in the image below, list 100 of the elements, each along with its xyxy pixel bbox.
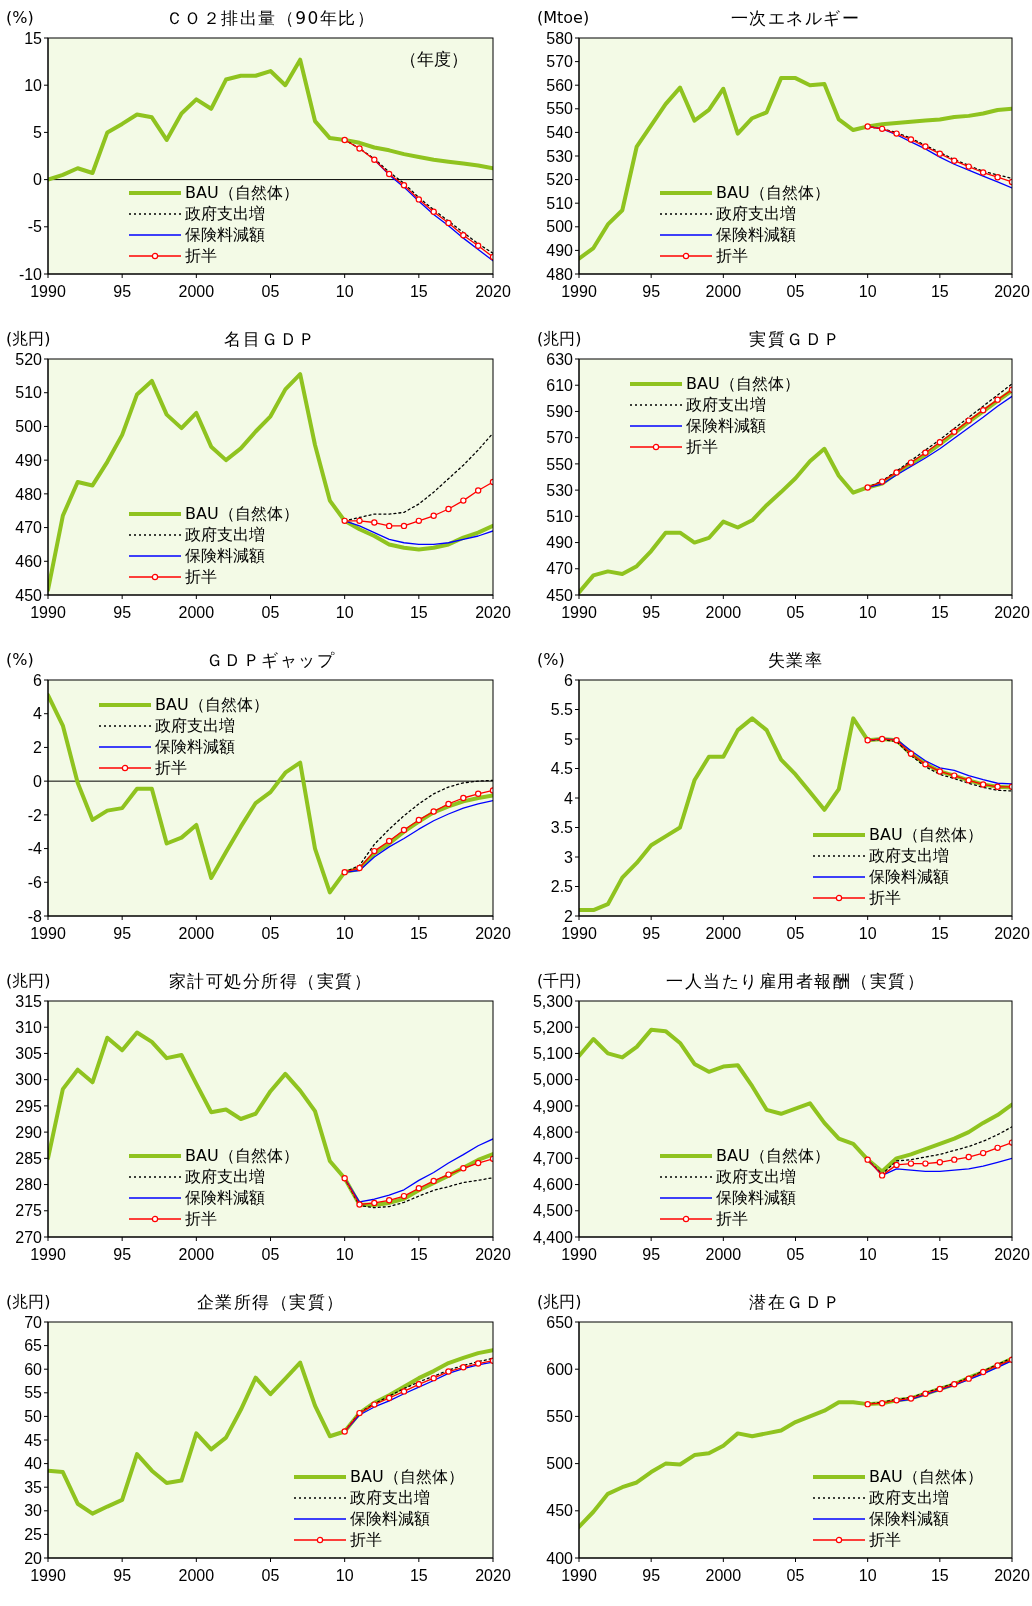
y-tick-label: 5.5 bbox=[550, 701, 574, 719]
y-tick-label: 20 bbox=[24, 1549, 43, 1567]
y-tick-label: 610 bbox=[546, 376, 574, 394]
x-tick-label: 1990 bbox=[30, 1567, 66, 1585]
x-tick-label: 2000 bbox=[178, 925, 215, 943]
legend-label: BAU（自然体） bbox=[350, 1466, 464, 1487]
x-tick-label: 15 bbox=[930, 604, 949, 622]
x-tick-label: 2020 bbox=[475, 604, 511, 622]
y-tick-label: 6 bbox=[33, 671, 43, 689]
x-tick-label: 2020 bbox=[475, 283, 511, 301]
x-tick-label: 10 bbox=[335, 925, 354, 943]
x-tick-label: 05 bbox=[786, 283, 805, 301]
y-tick-label: -6 bbox=[27, 873, 43, 891]
y-tick-label: 630 bbox=[546, 350, 574, 368]
y-tick-label: 30 bbox=[24, 1502, 43, 1520]
x-tick-label: 95 bbox=[642, 1567, 661, 1585]
legend-label: 折半 bbox=[869, 887, 901, 908]
y-axis-title: (兆円) bbox=[6, 329, 51, 350]
x-tick-label: 95 bbox=[642, 925, 661, 943]
y-axis-title: (兆円) bbox=[6, 971, 51, 992]
legend-label: 折半 bbox=[686, 436, 718, 457]
y-tick-label: 50 bbox=[24, 1408, 43, 1426]
y-axis-title: (%) bbox=[6, 8, 34, 27]
chart-title: 失業率 bbox=[766, 649, 825, 672]
x-tick-label: 95 bbox=[113, 283, 132, 301]
x-tick-label: 10 bbox=[335, 604, 354, 622]
legend-label: 政府支出増 bbox=[686, 394, 766, 415]
x-tick-label: 05 bbox=[261, 283, 280, 301]
chart-title: 名目ＧＤＰ bbox=[224, 329, 317, 349]
y-tick-label: 570 bbox=[546, 53, 574, 71]
y-tick-label: 275 bbox=[15, 1202, 43, 1220]
legend-label: 折半 bbox=[716, 245, 748, 266]
y-tick-label: 70 bbox=[24, 1313, 43, 1331]
x-tick-label: 1990 bbox=[30, 1246, 66, 1264]
y-tick-label: 2.5 bbox=[550, 878, 574, 896]
y-tick-label: 600 bbox=[546, 1360, 574, 1378]
legend-label: 政府支出増 bbox=[185, 1166, 265, 1187]
legend-label: 折半 bbox=[869, 1529, 901, 1550]
y-axis-title: (兆円) bbox=[537, 1292, 582, 1313]
legend-label: 折半 bbox=[185, 1208, 217, 1229]
x-tick-label: 95 bbox=[642, 604, 661, 622]
y-axis-title: (兆円) bbox=[537, 329, 582, 350]
y-tick-label: 5,000 bbox=[532, 1071, 574, 1089]
y-tick-label: 520 bbox=[546, 171, 574, 189]
y-tick-label: 480 bbox=[15, 485, 43, 503]
legend-label: BAU（自然体） bbox=[869, 1466, 983, 1487]
legend-label: 保険料減額 bbox=[686, 415, 766, 436]
chart-title: ＣＯ２排出量（90年比） bbox=[164, 7, 377, 30]
y-tick-label: 650 bbox=[546, 1313, 574, 1331]
y-tick-label: 530 bbox=[546, 147, 574, 165]
legend-label: 保険料減額 bbox=[350, 1508, 430, 1529]
legend-label: BAU（自然体） bbox=[185, 503, 299, 524]
y-tick-label: 300 bbox=[15, 1071, 43, 1089]
y-tick-label: 450 bbox=[15, 586, 43, 604]
legend-label: BAU（自然体） bbox=[185, 182, 299, 203]
y-tick-label: 500 bbox=[546, 218, 574, 236]
y-tick-label: 5,200 bbox=[532, 1018, 574, 1036]
chart-title: 家計可処分所得（実質） bbox=[168, 971, 373, 991]
y-tick-label: 490 bbox=[15, 451, 43, 469]
legend-label: 保険料減額 bbox=[185, 545, 265, 566]
y-tick-label: 4 bbox=[564, 789, 574, 807]
chart-title: 一人当たり雇用者報酬（実質） bbox=[666, 971, 925, 991]
y-tick-label: 4.5 bbox=[550, 760, 574, 778]
chart-title: 実質ＧＤＰ bbox=[749, 329, 842, 349]
y-tick-label: 590 bbox=[546, 403, 574, 421]
y-tick-label: 0 bbox=[33, 171, 43, 189]
x-tick-label: 15 bbox=[930, 925, 949, 943]
y-tick-label: 4,800 bbox=[532, 1123, 574, 1141]
x-tick-label: 05 bbox=[786, 1567, 805, 1585]
x-tick-label: 2020 bbox=[994, 1567, 1030, 1585]
legend-label: 政府支出増 bbox=[869, 1487, 949, 1508]
y-tick-label: 3.5 bbox=[550, 819, 574, 837]
y-tick-label: -5 bbox=[27, 218, 43, 236]
x-tick-label: 2020 bbox=[994, 1246, 1030, 1264]
legend-label: 政府支出増 bbox=[350, 1487, 430, 1508]
x-tick-label: 2000 bbox=[178, 1246, 215, 1264]
x-tick-label: 10 bbox=[858, 1567, 877, 1585]
legend-label: 折半 bbox=[350, 1529, 382, 1550]
y-tick-label: 550 bbox=[546, 1408, 574, 1426]
y-tick-label: 290 bbox=[15, 1123, 43, 1141]
y-tick-label: 5,300 bbox=[532, 992, 574, 1010]
x-tick-label: 05 bbox=[786, 925, 805, 943]
x-tick-label: 15 bbox=[409, 1246, 428, 1264]
x-tick-label: 15 bbox=[409, 604, 428, 622]
y-tick-label: 60 bbox=[24, 1360, 43, 1378]
y-tick-label: 520 bbox=[15, 350, 43, 368]
y-tick-label: 5 bbox=[33, 124, 43, 142]
x-tick-label: 2000 bbox=[705, 604, 742, 622]
x-tick-label: 95 bbox=[642, 1246, 661, 1264]
x-tick-label: 2000 bbox=[705, 1567, 742, 1585]
y-tick-label: 560 bbox=[546, 76, 574, 94]
x-tick-label: 1990 bbox=[30, 925, 66, 943]
y-tick-label: 460 bbox=[15, 552, 43, 570]
y-tick-label: 4,900 bbox=[532, 1097, 574, 1115]
y-tick-label: 45 bbox=[24, 1431, 43, 1449]
legend-label: 保険料減額 bbox=[716, 1187, 796, 1208]
legend-label: 折半 bbox=[185, 245, 217, 266]
x-tick-label: 1990 bbox=[561, 604, 597, 622]
y-axis-title: (%) bbox=[6, 650, 34, 669]
chart-title: ＧＤＰギャップ bbox=[204, 649, 337, 672]
